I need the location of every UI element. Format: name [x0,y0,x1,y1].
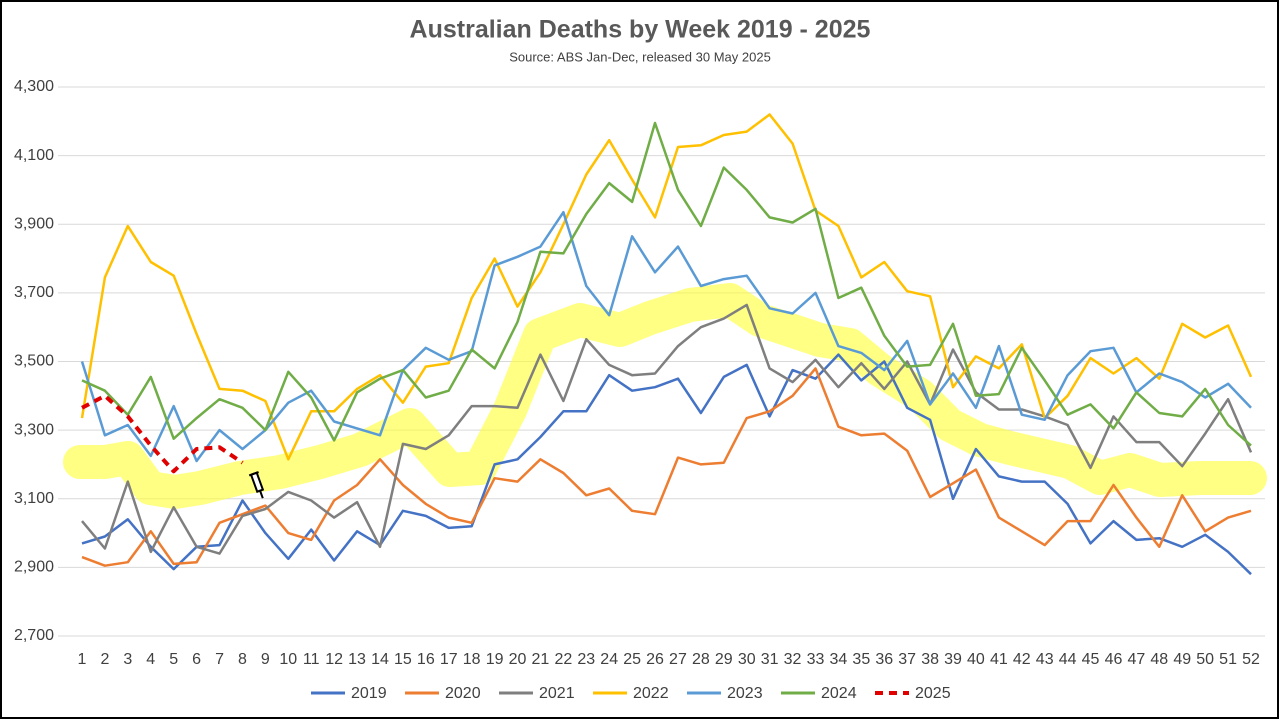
x-tick-label: 50 [1196,651,1214,668]
x-tick-label: 41 [990,651,1008,668]
x-tick-label: 27 [669,651,687,668]
x-tick-label: 31 [761,651,779,668]
x-tick-label: 1 [78,651,87,668]
x-tick-label: 42 [1013,651,1031,668]
x-tick-label: 25 [623,651,641,668]
series-line [81,393,244,474]
x-tick-label: 47 [1127,651,1145,668]
x-tick-label: 13 [348,651,366,668]
legend-label: 2025 [915,685,951,702]
x-tick-label: 51 [1219,651,1237,668]
y-tick-label: 2,900 [14,559,54,576]
x-tick-label: 36 [875,651,893,668]
x-tick-label: 40 [967,651,985,668]
x-tick-label: 20 [509,651,527,668]
y-tick-label: 4,300 [14,78,54,95]
x-tick-label: 34 [830,651,848,668]
x-tick-label: 52 [1242,651,1260,668]
x-tick-label: 19 [486,651,504,668]
y-tick-label: 3,700 [14,284,54,301]
legend-label: 2020 [445,685,481,702]
x-tick-label: 35 [852,651,870,668]
x-tick-label: 24 [600,651,618,668]
x-tick-label: 16 [417,651,435,668]
x-tick-label: 7 [215,651,224,668]
x-tick-label: 2 [100,651,109,668]
x-tick-label: 43 [1036,651,1054,668]
series-line [81,353,1252,576]
x-tick-label: 44 [1059,651,1077,668]
x-tick-label: 11 [303,651,320,668]
series-lines [80,113,1253,576]
legend-label: 2021 [539,685,575,702]
x-tick-label: 32 [784,651,802,668]
x-tick-label: 37 [898,651,916,668]
y-tick-label: 3,500 [14,353,54,370]
x-tick-label: 18 [463,651,481,668]
x-tick-label: 48 [1150,651,1168,668]
x-tick-label: 30 [738,651,756,668]
x-tick-label: 33 [807,651,825,668]
x-tick-label: 17 [440,651,458,668]
x-tick-label: 3 [123,651,132,668]
x-tick-label: 9 [261,651,270,668]
y-tick-label: 3,100 [14,490,54,507]
grid: 2,700 2,900 3,100 3,300 3,500 3,700 3,900 4,100… [14,78,1265,668]
series-line [81,367,1252,567]
x-tick-label: 49 [1173,651,1191,668]
legend-label: 2022 [633,685,669,702]
x-tick-label: 21 [532,651,550,668]
x-tick-label: 39 [944,651,962,668]
x-tick-label: 45 [1082,651,1100,668]
x-tick-label: 12 [325,651,343,668]
x-tick-label: 8 [238,651,247,668]
x-tick-label: 10 [279,651,297,668]
highlight-band [63,283,1267,509]
y-tick-label: 2,700 [14,627,54,644]
x-tick-label: 6 [192,651,201,668]
x-tick-label: 28 [692,651,710,668]
x-tick-label: 46 [1105,651,1123,668]
series-line [80,113,1253,461]
y-tick-label: 3,300 [14,421,54,438]
legend-label: 2023 [727,685,763,702]
legend-label: 2024 [821,685,857,702]
x-tick-label: 5 [169,651,178,668]
legend-label: 2019 [351,685,387,702]
x-tick-label: 14 [371,651,389,668]
legend: 2019 2020 2021 2022 2023 2024 2025 [311,685,951,702]
x-tick-label: 26 [646,651,664,668]
series-line [81,121,1252,447]
series-line [81,303,1253,555]
y-tick-label: 4,100 [14,147,54,164]
x-tick-label: 29 [715,651,733,668]
vaccine-icon [248,471,265,499]
x-tick-label: 22 [554,651,572,668]
x-tick-label: 23 [577,651,595,668]
chart-title: Australian Deaths by Week 2019 - 2025 [410,16,871,44]
x-tick-label: 15 [394,651,412,668]
y-tick-label: 3,900 [14,215,54,232]
x-tick-label: 4 [146,651,155,668]
chart-subtitle: Source: ABS Jan-Dec, released 30 May 202… [509,49,771,64]
x-tick-label: 38 [921,651,939,668]
